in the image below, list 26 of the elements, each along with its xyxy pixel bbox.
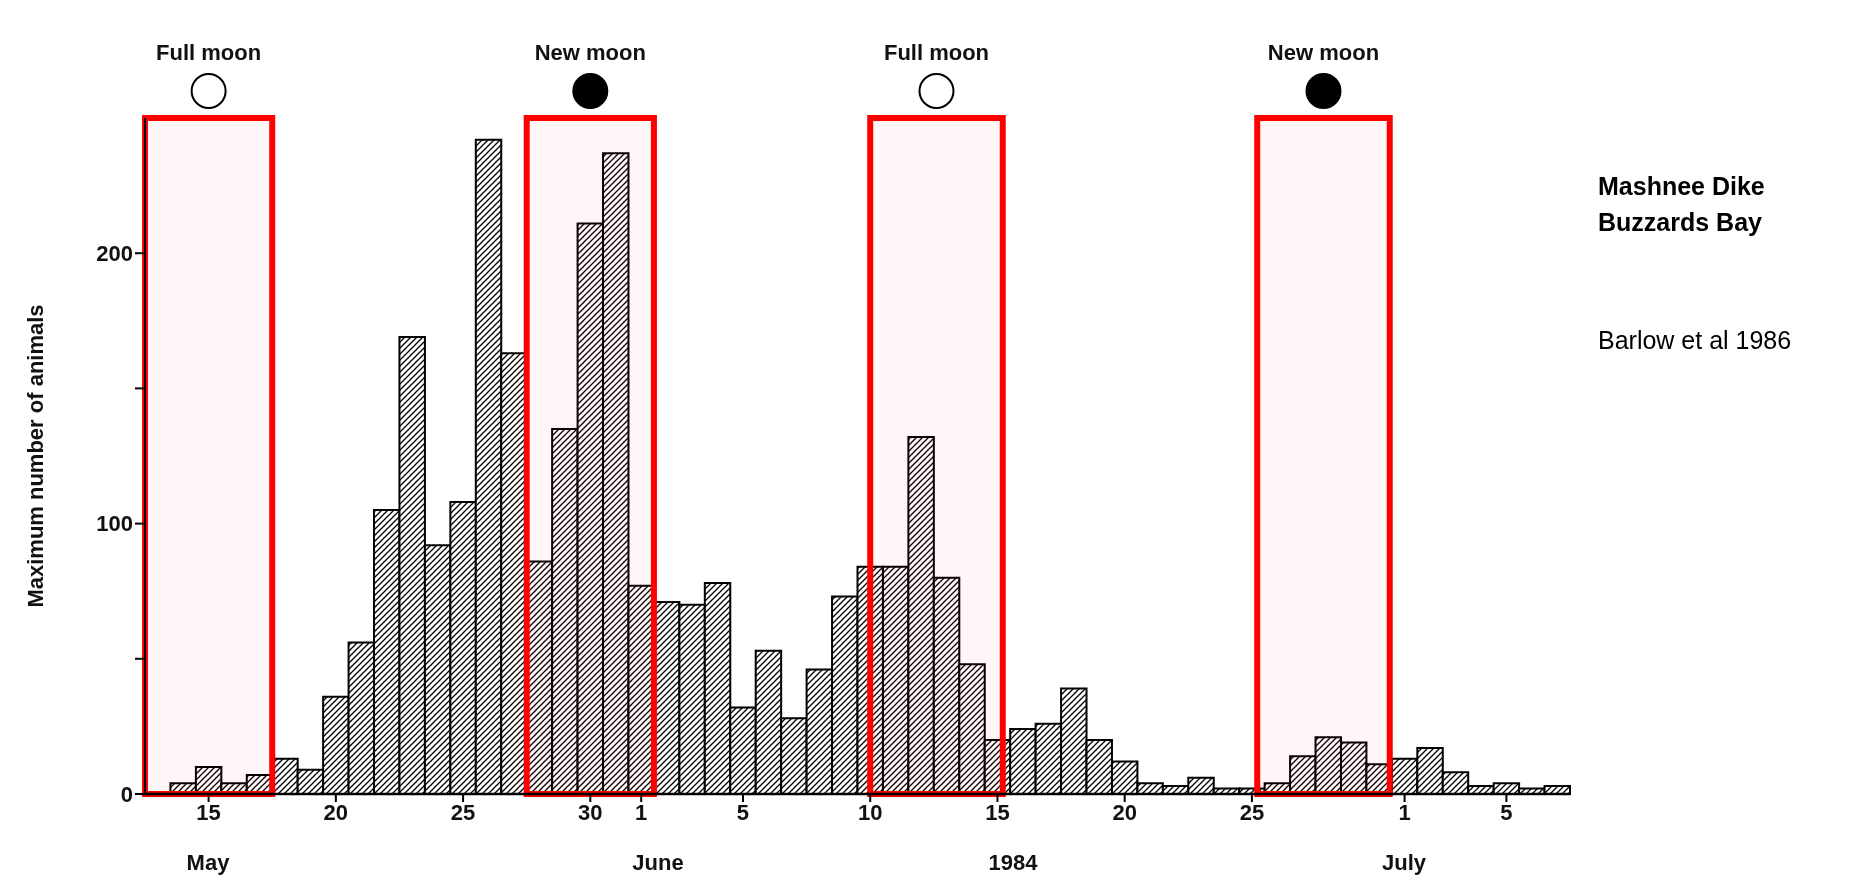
text: 1984 bbox=[987, 850, 1039, 876]
x-tick-label: 10 bbox=[857, 799, 883, 825]
text: Barlow et al 1986 bbox=[1598, 326, 1792, 355]
band-label: New moon bbox=[1267, 40, 1380, 65]
x-tick-label: 1 bbox=[635, 799, 648, 825]
band-label: Full moon bbox=[156, 40, 262, 65]
x-tick-label: 20 bbox=[323, 799, 349, 825]
y-tick-label: 200 bbox=[96, 241, 133, 267]
band-label: New moon bbox=[534, 40, 646, 65]
x-tick-label: 5 bbox=[736, 799, 750, 825]
y-tick-label: 0 bbox=[120, 781, 133, 807]
y-tick-label: 100 bbox=[96, 511, 133, 537]
x-tick-label: 25 bbox=[1239, 799, 1265, 825]
x-tick-label: 25 bbox=[450, 799, 476, 825]
band-label: Full moon bbox=[883, 40, 990, 65]
text: May bbox=[185, 850, 231, 876]
x-tick-label: 1 bbox=[1398, 799, 1411, 825]
y-axis-title: Maximum number of animals bbox=[22, 304, 48, 608]
x-tick-label: 5 bbox=[1500, 799, 1513, 825]
text: June bbox=[631, 850, 685, 876]
x-tick-label: 20 bbox=[1112, 799, 1137, 825]
text: Mashnee Dike Buzzards Bay bbox=[1598, 171, 1765, 238]
x-tick-label: 30 bbox=[578, 799, 603, 825]
x-tick-label: 15 bbox=[196, 799, 221, 825]
x-tick-label: 15 bbox=[985, 799, 1010, 825]
text: July bbox=[1381, 850, 1427, 876]
